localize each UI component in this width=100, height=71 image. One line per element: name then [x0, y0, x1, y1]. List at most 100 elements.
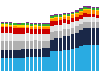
Bar	[13, 34, 17, 41]
Bar	[92, 10, 95, 14]
Bar	[13, 58, 17, 71]
Bar	[5, 23, 8, 24]
Bar	[13, 25, 17, 26]
Bar	[30, 23, 33, 24]
Bar	[79, 46, 83, 71]
Bar	[50, 32, 54, 40]
Bar	[79, 15, 83, 19]
Bar	[38, 26, 41, 27]
Bar	[5, 58, 8, 71]
Bar	[34, 57, 37, 71]
Bar	[9, 23, 12, 25]
Bar	[9, 26, 12, 27]
Bar	[67, 50, 70, 71]
Bar	[67, 13, 70, 14]
Bar	[88, 6, 91, 8]
Bar	[54, 18, 58, 21]
Bar	[46, 24, 50, 26]
Bar	[75, 21, 79, 26]
Bar	[96, 28, 99, 45]
Bar	[30, 49, 33, 57]
Bar	[75, 12, 79, 13]
Bar	[54, 38, 58, 51]
Bar	[83, 13, 87, 17]
Bar	[21, 58, 25, 71]
Bar	[83, 6, 87, 7]
Bar	[67, 14, 70, 16]
Bar	[63, 17, 66, 19]
Bar	[30, 41, 33, 49]
Bar	[1, 27, 4, 33]
Bar	[59, 20, 62, 25]
Bar	[5, 27, 8, 33]
Bar	[63, 36, 66, 50]
Bar	[30, 24, 33, 26]
Bar	[38, 27, 41, 29]
Bar	[54, 31, 58, 38]
Bar	[42, 57, 46, 71]
Bar	[79, 24, 83, 30]
Bar	[9, 41, 12, 50]
Bar	[59, 51, 62, 71]
Bar	[88, 28, 91, 45]
Bar	[88, 10, 91, 14]
Bar	[59, 18, 62, 20]
Bar	[30, 26, 33, 27]
Bar	[75, 33, 79, 48]
Bar	[21, 25, 25, 27]
Bar	[50, 19, 54, 21]
Bar	[71, 49, 74, 71]
Bar	[50, 21, 54, 26]
Bar	[42, 34, 46, 41]
Bar	[96, 45, 99, 71]
Bar	[30, 27, 33, 29]
Bar	[42, 26, 46, 27]
Bar	[83, 10, 87, 13]
Bar	[34, 25, 37, 27]
Bar	[83, 17, 87, 22]
Bar	[71, 18, 74, 22]
Bar	[88, 9, 91, 10]
Bar	[42, 27, 46, 29]
Bar	[13, 41, 17, 50]
Bar	[42, 41, 46, 48]
Bar	[46, 26, 50, 27]
Bar	[26, 49, 29, 57]
Bar	[5, 24, 8, 26]
Bar	[63, 29, 66, 36]
Bar	[92, 7, 95, 8]
Bar	[34, 23, 37, 24]
Bar	[5, 50, 8, 58]
Bar	[71, 15, 74, 18]
Bar	[1, 26, 4, 27]
Bar	[5, 22, 8, 23]
Bar	[1, 22, 4, 23]
Bar	[96, 15, 99, 18]
Bar	[26, 28, 29, 33]
Bar	[13, 28, 17, 34]
Bar	[34, 29, 37, 34]
Bar	[17, 50, 21, 58]
Bar	[96, 7, 99, 8]
Bar	[1, 23, 4, 24]
Bar	[5, 41, 8, 50]
Bar	[17, 28, 21, 34]
Bar	[13, 23, 17, 25]
Bar	[17, 58, 21, 71]
Bar	[21, 27, 25, 28]
Bar	[26, 33, 29, 41]
Bar	[71, 13, 74, 14]
Bar	[54, 17, 58, 18]
Bar	[67, 29, 70, 36]
Bar	[17, 27, 21, 28]
Bar	[71, 22, 74, 28]
Bar	[75, 26, 79, 33]
Bar	[46, 27, 50, 29]
Bar	[38, 41, 41, 49]
Bar	[50, 51, 54, 71]
Bar	[96, 18, 99, 22]
Bar	[92, 45, 95, 71]
Bar	[42, 24, 46, 26]
Bar	[92, 22, 95, 28]
Bar	[79, 11, 83, 12]
